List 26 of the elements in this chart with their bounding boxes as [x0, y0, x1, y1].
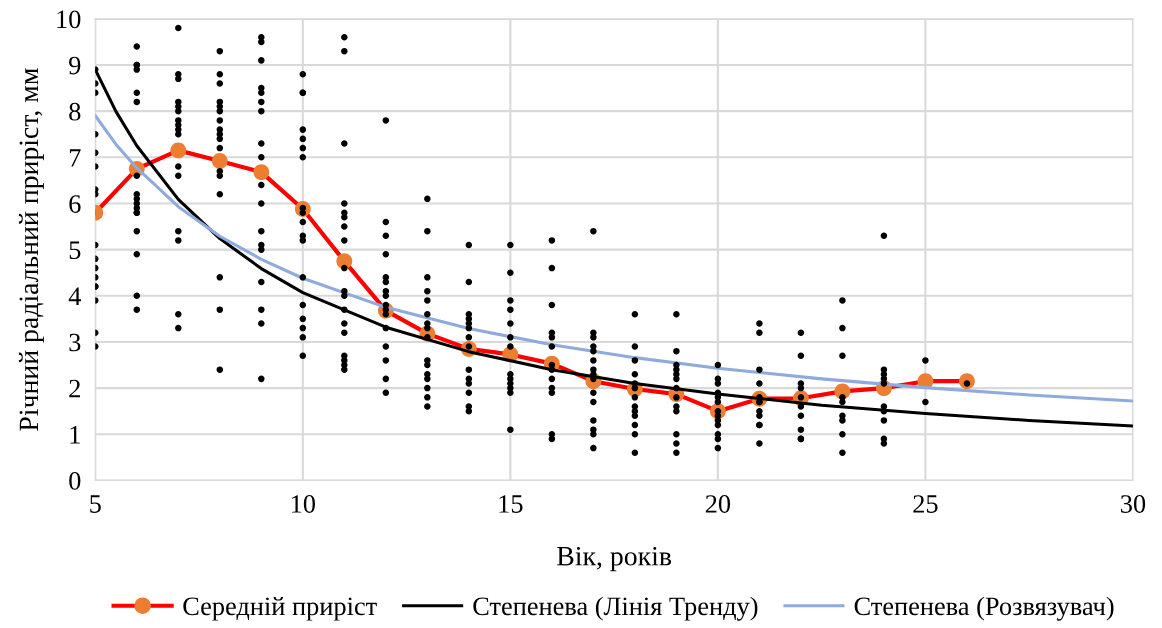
y-tick-label: 2	[69, 379, 80, 398]
y-tick-label: 6	[69, 195, 81, 213]
y-tick-label: 1	[70, 426, 80, 444]
x-tick-label: 10	[291, 495, 316, 513]
x-tick-label: 20	[705, 495, 731, 513]
y-tick-label: 10	[57, 10, 81, 29]
legend-label: Степенева (Лінія Тренду)	[473, 596, 758, 621]
y-tick-label: 9	[69, 56, 81, 75]
x-tick-label: 25	[913, 495, 938, 513]
y-tick-label: 7	[69, 149, 81, 167]
line-series	[95, 114, 1133, 403]
point	[253, 164, 270, 180]
legend-label: Середній приріст	[183, 596, 377, 621]
y-tick-label: 4	[68, 287, 81, 305]
y-tick-label: 8	[69, 102, 81, 121]
x-tick-label: 5	[90, 495, 101, 513]
x-tick-label: 30	[1121, 495, 1146, 513]
point	[170, 142, 187, 159]
y-tick-label: 3	[69, 333, 81, 352]
y-tick-label: 0	[69, 472, 81, 490]
legend-label: Степенева (Розвязувач)	[854, 596, 1114, 621]
point	[211, 153, 228, 169]
y-tick-label: 5	[69, 241, 81, 260]
y-axis-title: Річний радіальний приріст, мм	[18, 68, 44, 431]
x-tick-label: 15	[499, 495, 523, 513]
x-axis-title: Вік, років	[557, 546, 672, 572]
